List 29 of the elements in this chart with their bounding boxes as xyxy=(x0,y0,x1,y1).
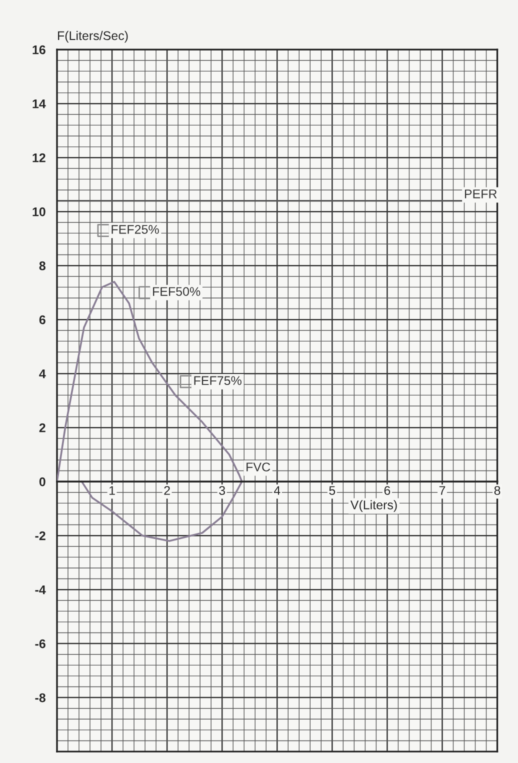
ref-line-label: PEFR xyxy=(464,190,497,198)
x-tick-label: 2 xyxy=(164,486,170,495)
y-tick-label: 4 xyxy=(39,370,46,378)
y-tick-label: -8 xyxy=(35,693,46,702)
annotation: FEF25% xyxy=(112,224,159,234)
y-tick-label: 0 xyxy=(39,477,46,486)
x-tick-label: 6 xyxy=(384,486,390,495)
x-tick-label: 1 xyxy=(109,486,115,495)
y-tick-label: -6 xyxy=(35,639,46,648)
y-tick-label: 6 xyxy=(39,315,46,324)
x-tick-label: 8 xyxy=(494,486,500,495)
y-axis-title: F(Liters/Sec) xyxy=(58,30,128,43)
x-tick-label: 3 xyxy=(219,486,226,495)
y-tick-label: -4 xyxy=(35,585,46,594)
x-tick-label: 5 xyxy=(329,486,336,495)
annotation: FVC xyxy=(246,462,270,472)
annotation: FEF50% xyxy=(153,287,200,296)
y-tick-label: -2 xyxy=(35,531,46,540)
y-tick-label: 16 xyxy=(32,45,46,54)
y-tick-label: 12 xyxy=(32,153,46,162)
y-tick-label: 10 xyxy=(32,207,46,216)
y-tick-label: 8 xyxy=(39,261,46,270)
y-tick-label: 2 xyxy=(39,423,46,432)
x-tick-label: 7 xyxy=(439,486,446,495)
annotation: FEF75% xyxy=(194,376,242,386)
x-axis-title: V(Liters) xyxy=(350,500,397,512)
y-tick-label: 14 xyxy=(32,100,46,108)
x-tick-label: 4 xyxy=(274,486,280,495)
line-series xyxy=(56,280,243,542)
